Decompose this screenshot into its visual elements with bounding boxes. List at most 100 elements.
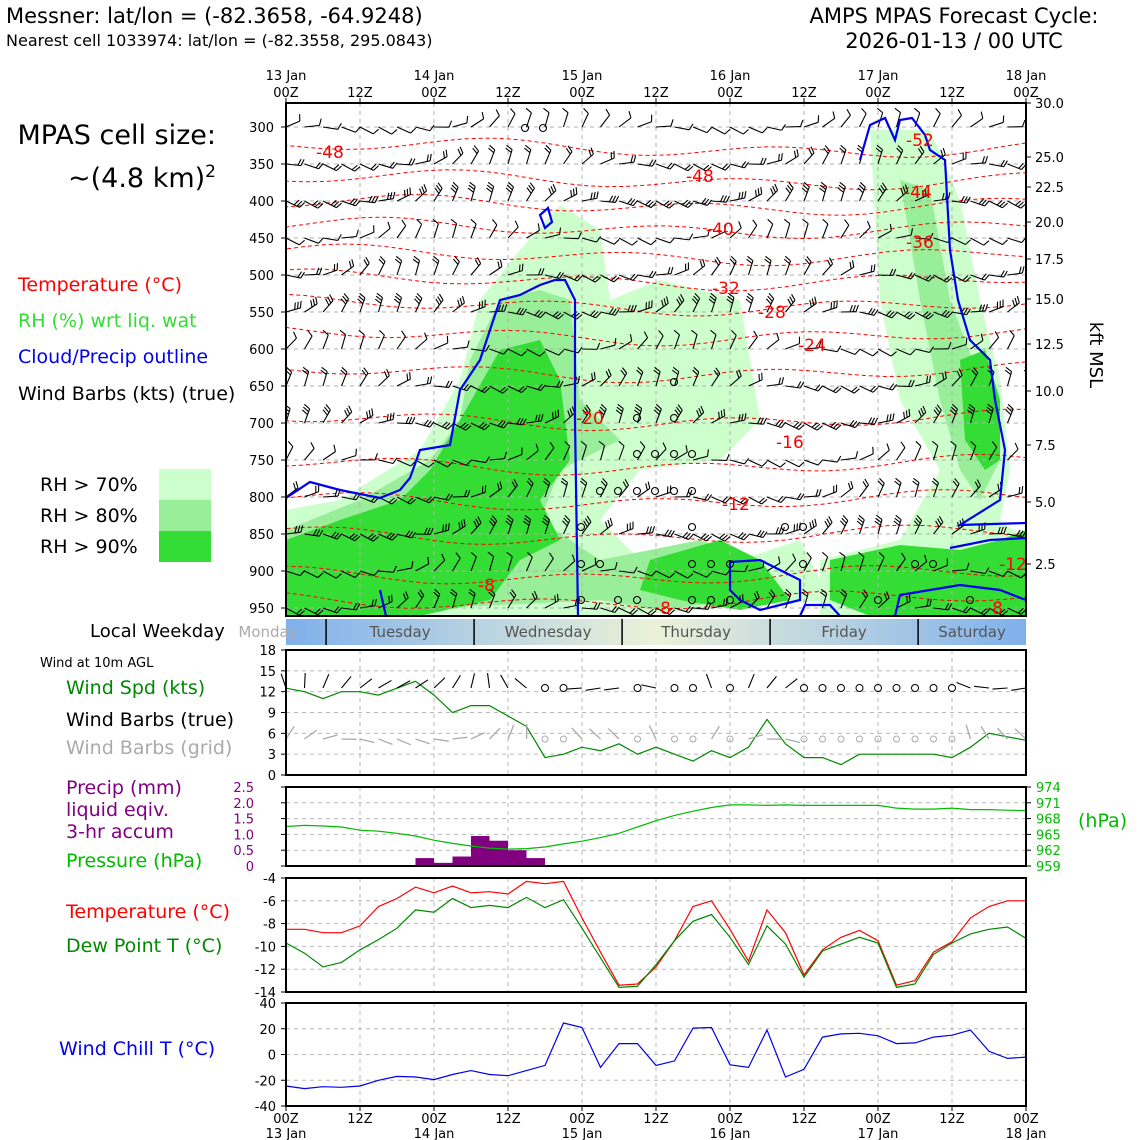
profile-barb-flag (386, 413, 389, 421)
profile-barb-flag (687, 165, 694, 172)
profile-barb (1025, 274, 1026, 275)
profile-barb-flag (543, 514, 550, 521)
profile-barb-flag (837, 187, 844, 193)
top-hour-label-2: 00Z (421, 86, 447, 101)
profile-barb-flag (814, 423, 821, 430)
profile-barb (470, 223, 477, 239)
isotherm-11 (286, 489, 1026, 511)
pressure-tick-label-750: 750 (249, 454, 274, 469)
profile-barb-flag (981, 199, 987, 206)
profile-barb-flag (537, 223, 540, 231)
profile-barb-flag (935, 406, 941, 414)
profile-barb-flag (765, 298, 772, 305)
profile-barb-flag (839, 181, 846, 188)
profile-barb-flag (1039, 574, 1044, 579)
profile-barb (452, 261, 460, 276)
precip-circle-7 (669, 449, 679, 459)
profile-barb-flag (507, 181, 514, 188)
profile-barb-flag (447, 523, 450, 531)
profile-barb-flag (608, 195, 614, 203)
profile-barb-flag (679, 293, 685, 301)
profile-barb-flag (441, 553, 446, 561)
profile-barb-flag (676, 298, 681, 306)
profile-barb (673, 334, 681, 350)
profile-barb-flag (1018, 266, 1022, 274)
pressure-ytick-label-971: 971 (1036, 797, 1061, 812)
profile-barb-flag (395, 292, 402, 299)
precip-ytick-label-1.5: 1.5 (233, 813, 254, 828)
wind-barb-grid (415, 738, 430, 745)
pressure-tick-label-300: 300 (249, 121, 274, 136)
profile-barb-flag (570, 189, 573, 197)
profile-barb-flag (826, 518, 831, 526)
profile-barb (378, 126, 392, 135)
wind-calm-circle (892, 684, 901, 692)
wind-barb-grid (322, 734, 338, 740)
wind-barb-grid (470, 732, 485, 740)
profile-barb-flag (852, 260, 855, 268)
profile-barb (914, 561, 928, 572)
profile-barb-flag (682, 531, 689, 538)
profile-barb (710, 334, 717, 350)
profile-barb (452, 122, 468, 128)
profile-barb-flag (703, 534, 710, 540)
profile-barb-flag (448, 380, 453, 388)
profile-barb-flag (433, 591, 439, 598)
profile-barb-flag (648, 526, 653, 534)
weekday-monday: Monday (238, 623, 297, 641)
profile-barb-flag (852, 304, 856, 312)
profile-barb-flag (1034, 200, 1039, 205)
profile-barb-flag (427, 556, 430, 564)
profile-barb (858, 186, 866, 202)
profile-barb-flag (1040, 535, 1045, 540)
profile-barb-flag (393, 298, 401, 304)
profile-barb-flag (580, 480, 587, 487)
profile-barb-flag (406, 188, 409, 196)
profile-barb-flag (461, 296, 465, 304)
profile-barb-flag (966, 196, 971, 204)
isotherm-6 (286, 293, 1026, 317)
wind-calm-circle (726, 684, 734, 692)
profile-barb-flag (469, 181, 476, 188)
profile-barb-flag (929, 598, 932, 606)
profile-barb-flag (432, 218, 439, 225)
isotherm-label-9: -8 (478, 576, 495, 596)
profile-barb (785, 559, 797, 572)
profile-barb (322, 451, 336, 461)
profile-barb-flag (426, 376, 430, 384)
profile-barb-flag (405, 530, 411, 537)
profile-barb-flag (770, 188, 774, 195)
profile-barb-flag (668, 203, 675, 209)
profile-barb-flag (406, 373, 409, 381)
profile-barb-flag (598, 440, 605, 446)
profile-barb-flag (354, 535, 361, 542)
bottom-day-label-0: 13 Jan (266, 1127, 307, 1140)
wind-barb-true (567, 687, 583, 690)
profile-barb (433, 342, 448, 350)
wind-calm-circle (633, 684, 642, 692)
profile-barb-flag (588, 149, 592, 157)
profile-barb-flag (611, 605, 617, 612)
profile-barb-flag (595, 312, 602, 319)
profile-barb-flag (756, 417, 762, 424)
wind-calm-circle (689, 684, 697, 692)
profile-barb-flag (324, 406, 330, 413)
profile-barb (859, 484, 869, 498)
wind-calm-circle-grid (911, 735, 919, 743)
profile-barb-flag (487, 551, 494, 558)
profile-barb-flag (648, 159, 654, 167)
pressure-unit-label: (hPa) (1078, 810, 1128, 832)
profile-barb-flag (286, 404, 291, 410)
precip-circle-32 (725, 595, 735, 605)
wind-calm-circle-grid (837, 735, 845, 743)
profile-barb-flag (824, 520, 829, 528)
wind-barb-grid (980, 725, 990, 740)
profile-barb-flag (405, 591, 409, 599)
profile-barb-flag (392, 565, 397, 573)
profile-barb-flag (465, 425, 472, 431)
profile-barb-flag (648, 270, 654, 278)
profile-barb-flag (889, 413, 892, 421)
profile-barb-flag (879, 477, 885, 484)
profile-barb (581, 445, 587, 461)
